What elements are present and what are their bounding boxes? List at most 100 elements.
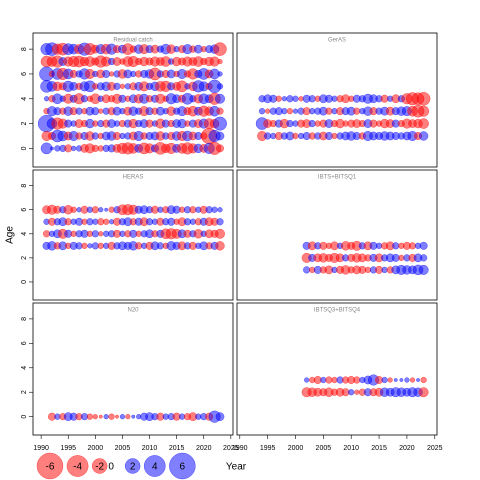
bubble — [87, 243, 93, 249]
y-tick-label: 4 — [21, 366, 28, 370]
x-tick-label: 2015 — [169, 445, 185, 452]
bubble — [217, 58, 223, 65]
bubble — [103, 218, 110, 225]
legend-bubble — [91, 458, 108, 474]
legend-label: 0 — [108, 462, 114, 473]
bubble — [418, 105, 430, 117]
y-tick-label: 6 — [21, 208, 28, 212]
bubble — [416, 378, 420, 382]
bubble — [387, 377, 393, 383]
bubble — [354, 389, 360, 395]
legend-bubble — [66, 455, 89, 477]
x-tick-label: 1990 — [33, 445, 49, 452]
bubble — [115, 414, 119, 419]
bubble — [258, 108, 266, 115]
legend-label: -2 — [95, 462, 104, 473]
bubble — [264, 132, 272, 140]
bubble — [292, 95, 299, 102]
panel-frame — [32, 302, 234, 436]
bubble — [418, 387, 429, 398]
bubble — [381, 376, 388, 384]
y-tick-label: 2 — [21, 256, 28, 260]
bubble — [215, 241, 225, 251]
bubble — [418, 264, 429, 275]
bubble — [215, 228, 225, 239]
panel-frame — [236, 302, 438, 436]
bubble — [420, 254, 428, 262]
bubble — [113, 82, 121, 90]
x-axis-label: Year — [226, 462, 247, 473]
panel-frame — [236, 169, 438, 301]
y-tick-label: 2 — [21, 390, 28, 394]
bubble — [408, 242, 417, 250]
bubble — [103, 414, 109, 420]
y-tick-label: 0 — [21, 146, 28, 150]
bubble — [71, 145, 77, 152]
bubble — [119, 83, 126, 89]
x-tick-label: 1995 — [260, 445, 276, 452]
legend-label: 2 — [130, 462, 136, 473]
bubble — [104, 207, 109, 212]
y-tick-label: 8 — [21, 184, 28, 188]
bubble — [211, 206, 218, 213]
panel-frame — [32, 32, 234, 168]
bubble — [399, 378, 404, 382]
bubble — [216, 218, 224, 226]
bubble — [215, 412, 225, 422]
legend-bubble — [36, 452, 64, 480]
bubble — [392, 242, 400, 250]
bubble — [303, 266, 311, 274]
bubble — [125, 414, 131, 420]
bubble — [98, 108, 104, 114]
bubble — [308, 95, 316, 103]
bubble — [325, 107, 333, 115]
bubble — [420, 376, 427, 384]
x-tick-label: 2020 — [196, 445, 212, 452]
bubble — [50, 146, 54, 151]
bubble — [70, 206, 77, 213]
panel-title: IBTS+BITSQ1 — [318, 175, 357, 181]
bubble — [348, 389, 355, 396]
panel-title: N20 — [127, 308, 139, 314]
bubble — [98, 414, 103, 419]
bubble — [216, 83, 224, 90]
bubble — [419, 241, 428, 250]
bubble — [265, 108, 271, 114]
x-tick-label: 2000 — [88, 445, 104, 452]
legend-label: -6 — [46, 462, 55, 473]
legend-label: 4 — [152, 462, 158, 473]
bubble — [418, 118, 429, 129]
bubble — [108, 413, 115, 420]
legend-label: -4 — [73, 462, 82, 473]
x-tick-label: 2025 — [427, 445, 443, 452]
y-tick-label: 4 — [21, 232, 28, 236]
bubble — [81, 242, 88, 249]
bubble — [86, 413, 94, 420]
y-tick-label: 0 — [21, 280, 28, 284]
bubble — [409, 377, 416, 383]
legend-label: 6 — [180, 462, 186, 473]
y-tick-label: 6 — [21, 72, 28, 76]
bubble — [102, 69, 111, 78]
x-tick-label: 2005 — [316, 445, 332, 452]
bubble — [215, 144, 224, 153]
bubble — [393, 378, 398, 382]
y-tick-label: 2 — [21, 122, 28, 126]
bubble — [213, 116, 227, 131]
bubble — [292, 132, 299, 140]
bubble — [91, 230, 99, 238]
bubble — [97, 242, 104, 249]
bubble — [108, 71, 115, 77]
y-tick-label: 8 — [21, 47, 28, 51]
bubble — [281, 108, 288, 115]
bubble — [281, 96, 287, 102]
bubble — [353, 107, 361, 115]
x-tick-label: 2025 — [223, 445, 239, 452]
bubble — [213, 42, 227, 56]
y-tick-label: 8 — [21, 317, 28, 321]
legend-bubble — [143, 455, 166, 477]
bubble — [43, 96, 50, 102]
bubble — [353, 376, 361, 384]
x-tick-label: 2010 — [142, 445, 158, 452]
bubble — [217, 71, 223, 77]
